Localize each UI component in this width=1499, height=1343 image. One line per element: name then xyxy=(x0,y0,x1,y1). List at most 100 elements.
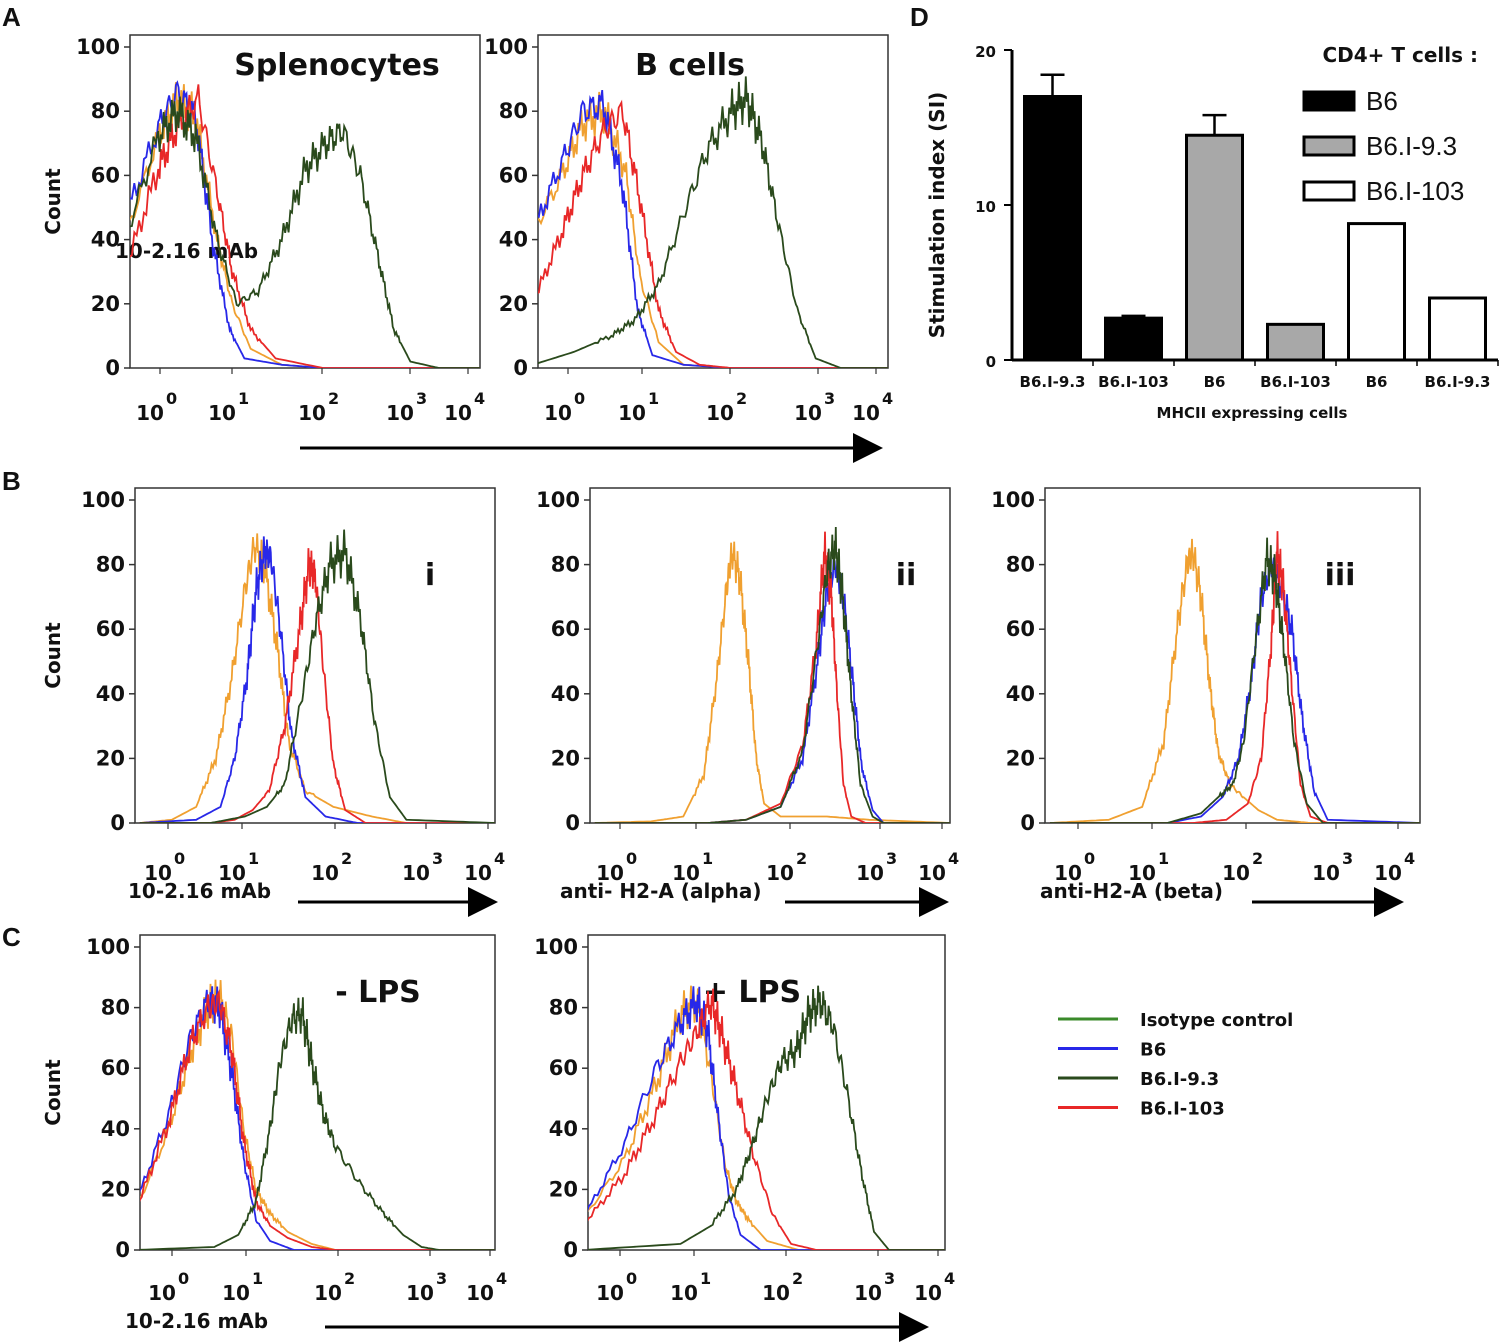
y-tick-label: 0 xyxy=(986,353,996,371)
plot-title: iii xyxy=(1325,558,1356,593)
x-tick-label: 100 xyxy=(544,389,585,425)
panel-label-a: A xyxy=(2,2,21,32)
x-tick-label: 102 xyxy=(311,849,352,885)
y-axis-label: Count xyxy=(41,622,65,689)
x-tick-base: 10 xyxy=(386,401,414,425)
panel-label-b: B xyxy=(2,466,21,496)
y-tick-label: 60 xyxy=(551,617,580,641)
x-tick-base: 10 xyxy=(1222,861,1250,885)
series-line-b6-i-9-3 xyxy=(140,997,495,1250)
x-tick-label: 104 xyxy=(918,849,959,885)
x-tick-label: 102 xyxy=(762,1269,803,1305)
plot-title: + LPS xyxy=(703,975,801,1010)
x-tick-base: 10 xyxy=(618,401,646,425)
x-tick-label: 101 xyxy=(218,849,259,885)
y-tick-label: 80 xyxy=(551,553,580,577)
plot-frame xyxy=(1044,487,1421,824)
plot-title: B cells xyxy=(635,48,745,83)
y-tick-label: 40 xyxy=(101,1117,130,1141)
x-tick-base: 10 xyxy=(1374,861,1402,885)
x-tick-exponent: 2 xyxy=(796,849,807,868)
x-tick-label: 103 xyxy=(794,389,835,425)
x-tick-label: 104 xyxy=(1374,849,1415,885)
x-tick-exponent: 4 xyxy=(474,389,485,408)
x-tick-label: 102 xyxy=(1222,849,1263,885)
series-line-b6 xyxy=(130,80,480,368)
legend-bc: Isotype control B6 B6.I-9.3 B6.I-103 xyxy=(1058,1010,1293,1120)
series-line-isotype-control xyxy=(594,541,950,823)
y-tick-label: 40 xyxy=(96,682,125,706)
x-tick-base: 10 xyxy=(464,861,492,885)
x-tick-base: 10 xyxy=(208,401,236,425)
x-axis-label: 10-2.16 mAb xyxy=(125,1309,268,1333)
y-tick-label: 10 xyxy=(975,198,996,216)
y-tick-label: 100 xyxy=(991,488,1035,512)
x-tick-label: 104 xyxy=(466,1269,507,1305)
legend-label: B6.I-9.3 xyxy=(1140,1069,1219,1090)
x-tick-label: 102 xyxy=(314,1269,355,1305)
x-tick-label: 101 xyxy=(208,389,249,425)
legend-label: B6.I-103 xyxy=(1366,176,1464,206)
series-line-b6-i-9-3 xyxy=(1049,537,1420,823)
y-tick-label: 100 xyxy=(534,935,578,959)
y-tick-label: 20 xyxy=(549,1177,578,1201)
bar xyxy=(1185,133,1244,362)
x-tick-label: 103 xyxy=(854,1269,895,1305)
x-tick-base: 10 xyxy=(914,1281,942,1305)
x-tick-exponent: 3 xyxy=(886,849,897,868)
y-tick-label: 80 xyxy=(91,99,120,123)
x-tick-exponent: 2 xyxy=(736,389,747,408)
x-tick-base: 10 xyxy=(444,401,472,425)
x-tick-label: 101 xyxy=(1128,849,1169,885)
legend-label: Isotype control xyxy=(1140,1010,1293,1031)
y-tick-label: 20 xyxy=(975,43,996,61)
x-tick-exponent: 1 xyxy=(702,849,713,868)
series-line-b6-i-103 xyxy=(538,99,888,368)
x-tick-label: 101 xyxy=(672,849,713,885)
y-tick-label: 60 xyxy=(1006,617,1035,641)
x-tick-exponent: 4 xyxy=(494,849,505,868)
x-tick-base: 10 xyxy=(706,401,734,425)
y-tick-label: 20 xyxy=(101,1177,130,1201)
x-tick-exponent: 2 xyxy=(328,389,339,408)
y-tick-label: 40 xyxy=(551,682,580,706)
x-tick-base: 10 xyxy=(766,861,794,885)
y-tick-label: 40 xyxy=(499,228,528,252)
category-label: B6.I-9.3 xyxy=(1425,373,1491,391)
x-tick-exponent: 0 xyxy=(166,389,177,408)
series-line-b6-i-103 xyxy=(1049,531,1420,823)
legend-label: B6 xyxy=(1366,86,1398,116)
x-tick-exponent: 3 xyxy=(884,1269,895,1288)
category-label: B6.I-103 xyxy=(1260,373,1331,391)
y-tick-label: 80 xyxy=(1006,553,1035,577)
figure-annotations: A B C D xyxy=(2,2,929,952)
y-tick-label: 0 xyxy=(513,356,528,380)
x-tick-base: 10 xyxy=(596,861,624,885)
x-tick-exponent: 2 xyxy=(344,1269,355,1288)
legend-label: B6.I-103 xyxy=(1140,1099,1225,1120)
y-tick-label: 0 xyxy=(565,811,580,835)
y-tick-label: 40 xyxy=(549,1117,578,1141)
x-tick-base: 10 xyxy=(148,1281,176,1305)
x-axis-label: MHCII expressing cells xyxy=(1157,404,1348,422)
x-tick-exponent: 3 xyxy=(1342,849,1353,868)
y-tick-label: 0 xyxy=(1020,811,1035,835)
x-tick-exponent: 0 xyxy=(626,849,637,868)
y-axis-label: Count xyxy=(41,168,65,235)
x-tick-label: 104 xyxy=(464,849,505,885)
series-line-b6-i-9-3 xyxy=(139,529,495,823)
x-tick-base: 10 xyxy=(298,401,326,425)
plot-title: - LPS xyxy=(335,975,421,1010)
y-tick-label: 0 xyxy=(105,356,120,380)
x-tick-base: 10 xyxy=(596,1281,624,1305)
series-line-b6-i-103 xyxy=(588,988,945,1250)
x-tick-exponent: 2 xyxy=(341,849,352,868)
x-axis-label: 10-2.16 mAb xyxy=(128,879,271,903)
y-tick-label: 60 xyxy=(91,163,120,187)
x-tick-label: 103 xyxy=(1312,849,1353,885)
x-tick-base: 10 xyxy=(670,1281,698,1305)
legend-label: B6.I-9.3 xyxy=(1366,131,1457,161)
